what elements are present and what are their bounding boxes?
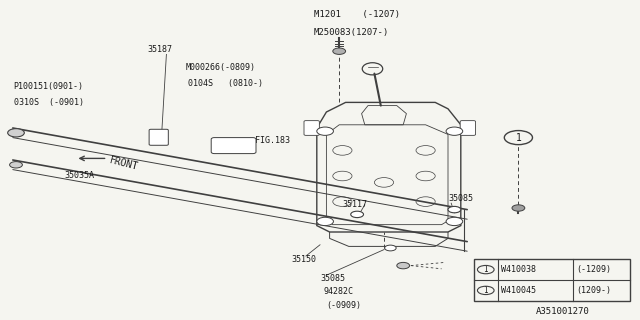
FancyBboxPatch shape bbox=[211, 138, 256, 154]
Bar bbox=[474, 259, 630, 301]
Text: M000266(-0809): M000266(-0809) bbox=[186, 63, 255, 72]
Circle shape bbox=[448, 206, 461, 213]
Circle shape bbox=[385, 245, 396, 251]
Text: 35150: 35150 bbox=[291, 255, 316, 264]
Text: 94282C: 94282C bbox=[323, 287, 353, 296]
Text: 1: 1 bbox=[483, 265, 488, 274]
Circle shape bbox=[8, 129, 24, 137]
Text: M1201    (-1207): M1201 (-1207) bbox=[314, 10, 399, 19]
Text: 35085: 35085 bbox=[320, 274, 345, 283]
Text: A351001270: A351001270 bbox=[536, 307, 590, 316]
Text: 35085: 35085 bbox=[448, 194, 473, 203]
Text: W410045: W410045 bbox=[501, 286, 536, 295]
Circle shape bbox=[512, 205, 525, 211]
Text: 0310S  (-0901): 0310S (-0901) bbox=[14, 98, 84, 107]
FancyBboxPatch shape bbox=[149, 129, 168, 145]
FancyBboxPatch shape bbox=[304, 121, 319, 135]
Text: FRONT: FRONT bbox=[109, 155, 140, 172]
Text: 1: 1 bbox=[483, 286, 488, 295]
Text: P100151(0901-): P100151(0901-) bbox=[13, 82, 83, 91]
Text: 35035A: 35035A bbox=[64, 172, 94, 180]
Text: FIG.183: FIG.183 bbox=[255, 136, 290, 145]
Text: 35187: 35187 bbox=[147, 45, 172, 54]
FancyBboxPatch shape bbox=[460, 121, 476, 135]
Text: (1209-): (1209-) bbox=[576, 286, 611, 295]
Text: M250083(1207-): M250083(1207-) bbox=[314, 28, 389, 36]
Text: W410038: W410038 bbox=[501, 265, 536, 274]
Circle shape bbox=[446, 127, 463, 135]
Text: (-0909): (-0909) bbox=[326, 301, 362, 310]
Circle shape bbox=[397, 262, 410, 269]
Circle shape bbox=[317, 127, 333, 135]
Text: (-1209): (-1209) bbox=[576, 265, 611, 274]
Circle shape bbox=[333, 48, 346, 54]
Text: 1: 1 bbox=[515, 132, 522, 143]
Circle shape bbox=[10, 162, 22, 168]
Text: 35117: 35117 bbox=[342, 200, 367, 209]
Text: 0104S   (0810-): 0104S (0810-) bbox=[188, 79, 262, 88]
Circle shape bbox=[317, 217, 333, 226]
Circle shape bbox=[446, 217, 463, 226]
Circle shape bbox=[351, 211, 364, 218]
